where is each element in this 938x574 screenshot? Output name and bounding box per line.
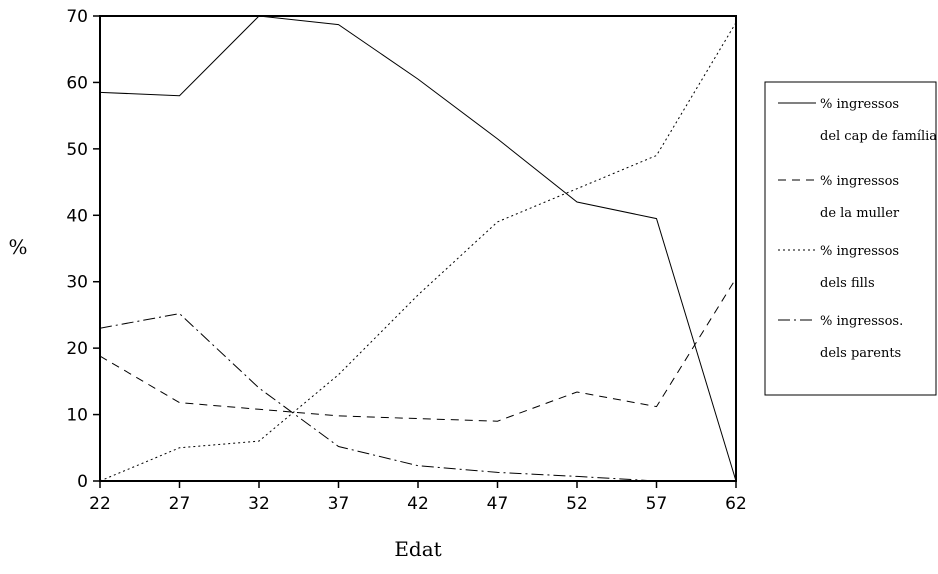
series-line-3: [99, 22, 737, 482]
x-tick-label: 27: [169, 494, 191, 514]
legend-label: de la muller: [820, 206, 900, 221]
x-tick-label: 62: [725, 494, 747, 514]
x-tick-label: 37: [328, 494, 350, 514]
legend-label: dels fills: [820, 276, 875, 291]
x-axis-title: Edat: [394, 537, 441, 561]
y-axis: 0 10 20 30 40 50 60 70: [66, 7, 100, 492]
series-line-1: [99, 15, 737, 482]
y-axis-title: %: [8, 235, 27, 259]
legend-label: % ingressos: [820, 174, 899, 189]
x-tick-label: 47: [487, 494, 509, 514]
legend-label: % ingressos: [820, 97, 899, 112]
legend-box: [764, 81, 937, 396]
series-lines: [99, 15, 737, 482]
x-tick-label: 32: [248, 494, 270, 514]
y-tick-label: 30: [66, 273, 88, 293]
x-tick-label: 22: [89, 494, 111, 514]
x-axis: 22 27 32 37 42 47 52 57 62: [89, 481, 747, 514]
legend-label: % ingressos.: [820, 314, 903, 329]
y-tick-label: 60: [66, 73, 88, 93]
y-tick-label: 20: [66, 339, 88, 359]
legend-label: dels parents: [820, 346, 901, 361]
y-tick-label: 0: [77, 472, 88, 492]
y-tick-label: 40: [66, 206, 88, 226]
plot-area-frame: [99, 15, 737, 482]
y-tick-label: 70: [66, 7, 88, 27]
x-tick-label: 57: [646, 494, 668, 514]
x-tick-label: 42: [407, 494, 429, 514]
legend: % ingressos del cap de família % ingressos…: [764, 81, 937, 396]
legend-label: del cap de família: [820, 129, 937, 144]
y-tick-label: 10: [66, 406, 88, 426]
series-line-2: [99, 278, 737, 422]
series-line-4: [99, 313, 736, 482]
x-tick-label: 52: [566, 494, 588, 514]
y-tick-label: 50: [66, 140, 88, 160]
legend-label: % ingressos: [820, 244, 899, 259]
